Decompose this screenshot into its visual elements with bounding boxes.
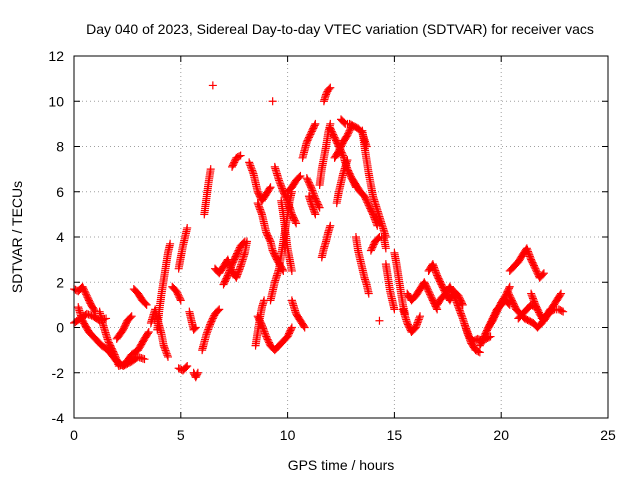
data-point xyxy=(142,300,151,309)
axis-ticks: 0 5 10 15 20 25 -4 -2 0 2 4 6 8 10 12 xyxy=(48,48,616,443)
data-point xyxy=(127,312,136,321)
data-point xyxy=(559,307,568,316)
data-point xyxy=(287,325,296,334)
y-tick-label: 2 xyxy=(56,274,64,290)
data-point xyxy=(206,165,215,174)
data-point xyxy=(292,219,301,228)
plot-frame xyxy=(73,55,609,419)
data-point xyxy=(208,81,217,90)
data-point xyxy=(325,84,334,93)
data-point xyxy=(141,299,150,308)
data-point xyxy=(311,210,320,219)
data-point xyxy=(90,306,99,315)
y-tick-label: 0 xyxy=(56,320,64,336)
data-point xyxy=(291,217,300,226)
data-point xyxy=(539,269,548,278)
data-point xyxy=(240,237,249,246)
data-point xyxy=(326,221,335,230)
data-point xyxy=(310,121,319,130)
data-point xyxy=(257,208,266,217)
data-point xyxy=(343,156,352,165)
data-point xyxy=(458,300,467,309)
data-point xyxy=(300,323,309,332)
y-tick-label: -4 xyxy=(52,410,65,426)
data-point xyxy=(475,348,484,357)
grid-lines xyxy=(74,56,608,418)
x-tick-label: 10 xyxy=(280,427,296,443)
x-tick-label: 25 xyxy=(600,427,616,443)
data-point xyxy=(248,168,257,177)
data-point xyxy=(458,312,467,321)
data-point xyxy=(299,322,308,331)
data-point xyxy=(236,151,245,160)
data-point xyxy=(549,306,558,315)
data-point xyxy=(485,333,494,342)
data-point xyxy=(415,313,424,322)
data-point xyxy=(214,306,223,315)
data-point xyxy=(193,368,202,377)
data-points xyxy=(70,81,568,382)
data-point xyxy=(505,282,514,291)
data-point xyxy=(265,236,274,245)
data-point xyxy=(144,328,153,337)
data-point xyxy=(143,329,152,338)
x-tick-label: 15 xyxy=(387,427,403,443)
data-point xyxy=(295,173,304,182)
data-point xyxy=(163,352,172,361)
data-point xyxy=(474,347,483,356)
data-point xyxy=(557,289,566,298)
data-point xyxy=(416,312,425,321)
data-point xyxy=(235,152,244,161)
data-point xyxy=(364,289,373,298)
data-point xyxy=(315,203,324,212)
data-point xyxy=(183,361,192,370)
data-point xyxy=(190,324,199,333)
data-point xyxy=(296,171,305,180)
y-tick-label: 4 xyxy=(56,229,64,245)
data-point xyxy=(372,220,381,229)
data-point xyxy=(326,83,335,92)
data-point xyxy=(163,351,172,360)
data-point xyxy=(557,306,566,315)
data-point xyxy=(390,305,399,314)
data-point xyxy=(239,238,248,247)
x-tick-label: 0 xyxy=(70,427,78,443)
data-point xyxy=(381,244,390,253)
x-tick-label: 5 xyxy=(177,427,185,443)
y-tick-label: 12 xyxy=(48,48,64,64)
chart-title: Day 040 of 2023, Sidereal Day-to-day VTE… xyxy=(86,21,594,37)
y-tick-label: 6 xyxy=(56,184,64,200)
data-point xyxy=(126,313,135,322)
x-axis-label: GPS time / hours xyxy=(288,457,395,473)
data-point xyxy=(265,184,274,193)
data-point xyxy=(235,264,244,273)
data-point xyxy=(556,290,565,299)
data-point xyxy=(375,316,384,325)
data-point xyxy=(193,370,202,379)
data-point xyxy=(215,305,224,314)
data-point xyxy=(268,97,277,106)
data-point xyxy=(183,223,192,232)
data-point xyxy=(287,266,296,275)
data-point xyxy=(538,270,547,279)
data-point xyxy=(140,355,149,364)
data-point xyxy=(311,119,320,128)
data-point xyxy=(182,363,191,372)
data-point xyxy=(176,294,185,303)
y-tick-label: -2 xyxy=(52,365,65,381)
data-point xyxy=(166,239,175,248)
data-point xyxy=(191,323,200,332)
data-point xyxy=(176,296,185,305)
y-axis-label: SDTVAR / TECUs xyxy=(9,181,25,293)
data-point xyxy=(310,208,319,217)
data-point xyxy=(266,183,275,192)
data-point xyxy=(287,323,296,332)
y-tick-label: 10 xyxy=(48,93,64,109)
y-tick-label: 8 xyxy=(56,139,64,155)
x-tick-label: 20 xyxy=(493,427,509,443)
